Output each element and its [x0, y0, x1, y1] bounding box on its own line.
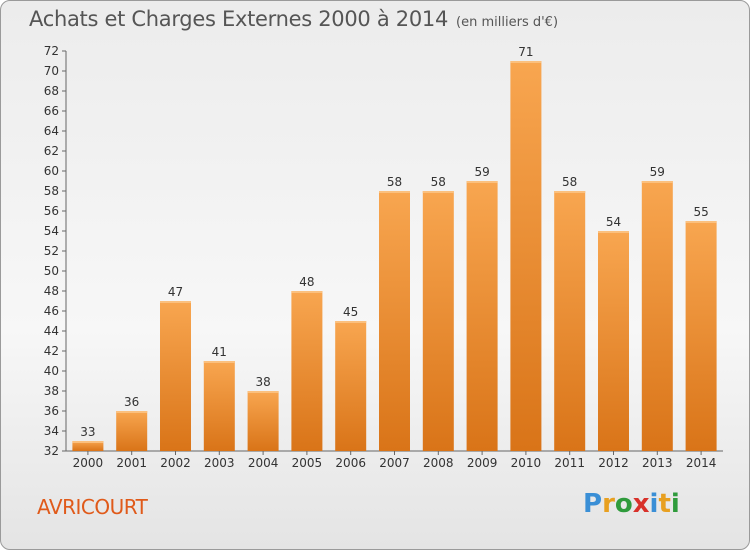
- bar-2012: [598, 231, 629, 451]
- data-label-2000: 33: [80, 425, 95, 439]
- data-label-2006: 45: [343, 305, 358, 319]
- bar-top-highlight: [685, 221, 717, 223]
- x-tick-label-2004: 2004: [248, 456, 279, 470]
- logo-letter: P: [583, 489, 603, 519]
- logo-letter: r: [602, 489, 615, 519]
- x-tick-label-2010: 2010: [511, 456, 542, 470]
- x-axis: 2000 2001 2002 2003 2004 2005 2006 2007 2008 2009…: [66, 450, 723, 470]
- logo-letter: o: [614, 489, 633, 519]
- logo-letter: i: [649, 489, 659, 519]
- bar-2014: [685, 221, 717, 451]
- bar-top-highlight: [116, 411, 148, 413]
- bar-2005: [291, 291, 323, 451]
- x-tick-label-2007: 2007: [379, 456, 410, 470]
- chart-title-text: Achats et Charges Externes 2000 à 2014: [29, 7, 449, 31]
- x-tick-label-2000: 2000: [73, 456, 104, 470]
- x-tick-label-2006: 2006: [335, 456, 366, 470]
- bar-2001: [116, 411, 148, 451]
- proxiti-logo[interactable]: Proxiti: [583, 489, 680, 519]
- bar-top-highlight: [335, 321, 367, 323]
- y-tick-label: 54: [44, 224, 59, 238]
- bar-top-highlight: [247, 391, 279, 393]
- bar-top-highlight: [291, 291, 323, 293]
- logo-letter: x: [632, 489, 650, 519]
- data-label-2007: 58: [387, 175, 402, 189]
- y-tick-label: 50: [44, 264, 59, 278]
- data-label-2001: 36: [124, 395, 139, 409]
- bar-top-highlight: [510, 61, 542, 63]
- y-tick-label: 70: [44, 64, 59, 78]
- y-tick-label: 34: [44, 424, 59, 438]
- x-tick-label-2009: 2009: [467, 456, 498, 470]
- x-tick-label-2003: 2003: [204, 456, 235, 470]
- bar-top-highlight: [641, 181, 673, 183]
- bar-top-highlight: [160, 301, 191, 303]
- y-tick-label: 40: [44, 364, 59, 378]
- y-tick-label: 32: [44, 444, 59, 458]
- x-tick-label-2001: 2001: [116, 456, 147, 470]
- y-tick-label: 56: [44, 204, 59, 218]
- bar-top-highlight: [203, 361, 235, 363]
- data-label-2014: 55: [693, 205, 708, 219]
- bar-2002: [160, 301, 191, 451]
- y-tick-label: 64: [44, 124, 59, 138]
- y-tick-label: 60: [44, 164, 59, 178]
- bar-2010: [510, 61, 542, 451]
- bar-top-highlight: [379, 191, 410, 193]
- x-tick-label-2011: 2011: [554, 456, 585, 470]
- bar-2003: [203, 361, 235, 451]
- x-tick-label-2002: 2002: [160, 456, 191, 470]
- y-tick-label: 46: [44, 304, 59, 318]
- data-label-2002: 47: [168, 285, 183, 299]
- y-tick-label: 52: [44, 244, 59, 258]
- y-tick-label: 48: [44, 284, 59, 298]
- bar-2013: [641, 181, 673, 451]
- commune-name: AVRICOURT: [37, 495, 148, 519]
- x-tick-label-2008: 2008: [423, 456, 454, 470]
- bars: [72, 61, 717, 451]
- x-tick-label-2014: 2014: [686, 456, 717, 470]
- data-label-2005: 48: [299, 275, 314, 289]
- y-tick-label: 62: [44, 144, 59, 158]
- logo-letter: i: [670, 489, 680, 519]
- chart-title: Achats et Charges Externes 2000 à 2014 (e…: [29, 7, 558, 31]
- y-tick-label: 38: [44, 384, 59, 398]
- y-tick-label: 44: [44, 324, 59, 338]
- x-tick-label-2013: 2013: [642, 456, 673, 470]
- data-label-2004: 38: [255, 375, 270, 389]
- x-tick-label-2012: 2012: [598, 456, 629, 470]
- bar-2011: [554, 191, 586, 451]
- y-tick-label: 66: [44, 104, 59, 118]
- x-tick-label-2005: 2005: [292, 456, 323, 470]
- logo-letter: t: [658, 489, 671, 519]
- y-tick-label: 42: [44, 344, 59, 358]
- y-tick-label: 36: [44, 404, 59, 418]
- chart-subtitle: (en milliers d'€): [456, 15, 559, 30]
- bar-2008: [422, 191, 454, 451]
- data-label-2010: 71: [518, 45, 533, 59]
- bar-2006: [335, 321, 367, 451]
- bar-top-highlight: [422, 191, 454, 193]
- bar-top-highlight: [598, 231, 629, 233]
- data-label-2008: 58: [431, 175, 446, 189]
- data-label-2013: 59: [650, 165, 665, 179]
- bar-2009: [466, 181, 498, 451]
- bar-2004: [247, 391, 279, 451]
- y-tick-label: 72: [44, 44, 59, 58]
- y-axis: 32 34 36 38 40 42 44 46 48 50 52 54 56 58 60 62 64 66 68 70…: [44, 44, 67, 458]
- bar-top-highlight: [72, 441, 104, 443]
- bar-2000: [72, 441, 104, 451]
- data-label-2012: 54: [606, 215, 621, 229]
- data-labels: 33 36 47 41 38 48 45 58 58 59 71 58 54 59 55: [80, 45, 708, 439]
- bar-top-highlight: [554, 191, 586, 193]
- data-label-2003: 41: [212, 345, 227, 359]
- data-label-2009: 59: [474, 165, 489, 179]
- bar-2007: [379, 191, 410, 451]
- y-tick-label: 58: [44, 184, 59, 198]
- bar-top-highlight: [466, 181, 498, 183]
- data-label-2011: 58: [562, 175, 577, 189]
- y-tick-label: 68: [44, 84, 59, 98]
